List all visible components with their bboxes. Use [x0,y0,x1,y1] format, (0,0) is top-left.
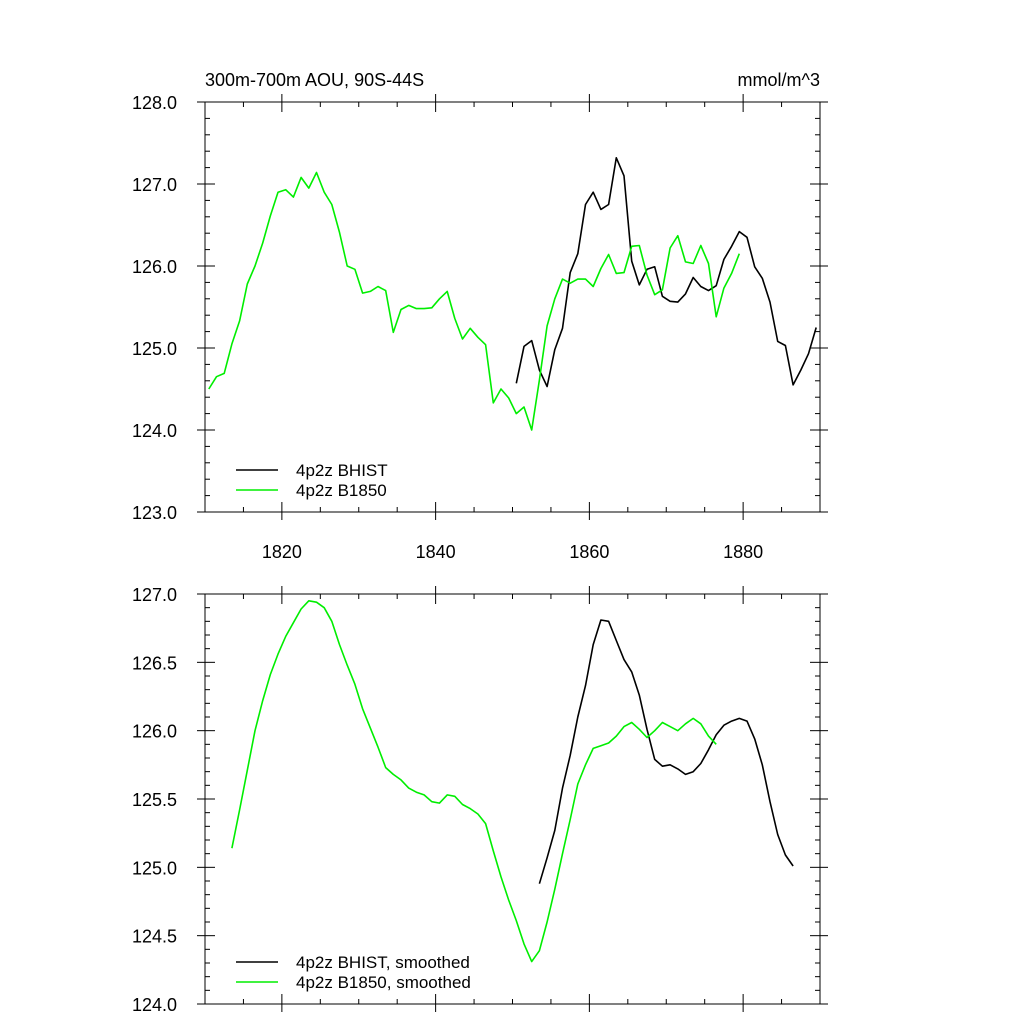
series-line-bhist [515,157,817,388]
x-tick-label: 1860 [569,542,609,562]
y-tick-label: 126.0 [132,257,177,277]
bottom-chart-series [231,599,794,963]
y-tick-label: 123.0 [132,503,177,523]
y-tick-label: 128.0 [132,93,177,113]
legend-label-b1850: 4p2z B1850 [296,481,387,500]
top-chart-ticks: 1820 1840 1860 1880 123.0 124.0 125.0 126.0 127.… [132,93,828,562]
x-tick-label: 1840 [416,542,456,562]
x-tick-label: 1820 [262,542,302,562]
top-chart-panel: 300m-700m AOU, 90S-44S mmol/m^3 1820 1840… [132,70,828,562]
y-tick-label: 124.0 [132,421,177,441]
top-chart-frame [204,101,821,513]
series-line-bhist-smoothed [538,619,794,884]
x-tick-label: 1880 [723,542,763,562]
legend-label-bhist-smoothed: 4p2z BHIST, smoothed [296,953,470,972]
top-chart-title: 300m-700m AOU, 90S-44S [205,70,424,90]
top-chart-units: mmol/m^3 [738,70,820,90]
top-chart-series [208,157,817,431]
y-tick-label: 127.0 [132,175,177,195]
top-chart-legend: 4p2z BHIST 4p2z B1850 [236,461,388,500]
series-line-b1850-smoothed [231,599,717,963]
y-tick-label: 125.0 [132,339,177,359]
bottom-chart-panel: 124.0 124.5 125.0 125.5 126.0 126.5 127.0 4p2z… [132,585,828,1015]
bottom-chart-ticks: 124.0 124.5 125.0 125.5 126.0 126.5 127.0 [132,585,828,1015]
bottom-chart-legend: 4p2z BHIST, smoothed 4p2z B1850, smoothe… [236,953,471,992]
y-tick-label: 126.0 [132,722,177,742]
legend-label-b1850-smoothed: 4p2z B1850, smoothed [296,973,471,992]
y-tick-label: 124.0 [132,995,177,1015]
y-tick-label: 127.0 [132,585,177,605]
y-tick-label: 124.5 [132,927,177,947]
legend-label-bhist: 4p2z BHIST [296,461,388,480]
bottom-chart-frame [204,593,821,1005]
y-tick-label: 125.0 [132,858,177,878]
y-tick-label: 125.5 [132,790,177,810]
series-line-b1850 [208,171,741,431]
y-tick-label: 126.5 [132,653,177,673]
